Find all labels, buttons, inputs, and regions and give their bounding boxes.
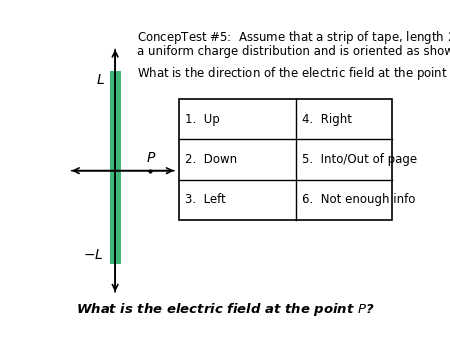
Text: 1.  Up: 1. Up [185, 113, 220, 126]
Text: 4.  Right: 4. Right [302, 113, 352, 126]
Text: ConcepTest #5:  Assume that a strip of tape, length 2$L$, has: ConcepTest #5: Assume that a strip of ta… [137, 29, 450, 46]
Text: 2.  Down: 2. Down [185, 153, 237, 166]
Text: a uniform charge distribution and is oriented as shown.: a uniform charge distribution and is ori… [137, 45, 450, 57]
Text: 3.  Left: 3. Left [185, 193, 226, 206]
Bar [110, 71, 121, 264]
Text: 6.  Not enough info: 6. Not enough info [302, 193, 416, 206]
Text: What is the electric field at the point $P$?: What is the electric field at the point … [76, 301, 374, 318]
Text: $-L$: $-L$ [83, 248, 104, 262]
Text: $L$: $L$ [96, 73, 105, 87]
Text: 5.  Into/Out of page: 5. Into/Out of page [302, 153, 417, 166]
Bar [179, 99, 392, 220]
Text: What is the direction of the electric field at the point $P$?: What is the direction of the electric fi… [137, 65, 450, 82]
Text: $P$: $P$ [146, 150, 156, 165]
